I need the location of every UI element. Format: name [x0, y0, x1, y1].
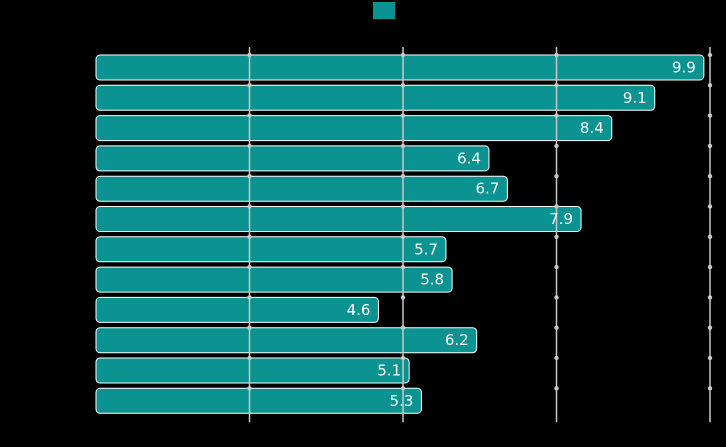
bar-value-label-9: 6.2	[445, 331, 469, 349]
grid-dot-3-2	[707, 113, 713, 118]
grid-dot-2-9	[554, 325, 559, 330]
grid-dot-0-4	[247, 174, 252, 179]
bar-value-label-11: 5.3	[390, 392, 414, 410]
grid-dot-3-6	[707, 234, 713, 239]
bar-7	[95, 266, 453, 293]
bar-0	[95, 54, 705, 81]
bar-4	[95, 175, 508, 202]
grid-dot-3-7	[707, 264, 713, 270]
grid-dot-2-3	[554, 143, 559, 149]
grid-dot-3-3	[707, 143, 713, 149]
data-labels: 9.9 9.1 8.4 6.4 6.7 7.9 5.7 5.8 4.6 6.2 5.1 5.3	[347, 59, 696, 410]
grid-dot-0-2	[247, 113, 252, 118]
grid-dot-1-8	[400, 295, 406, 300]
bar-value-label-5: 7.9	[549, 210, 573, 228]
grid-dot-0-1	[247, 83, 252, 88]
bar-value-label-3: 6.4	[457, 149, 481, 167]
bar-value-label-8: 4.6	[347, 301, 371, 319]
grid-lines	[247, 47, 713, 423]
grid-dot-2-1	[554, 83, 559, 88]
grid-dot-1-6	[400, 234, 406, 239]
grid-dot-2-5	[554, 204, 559, 209]
grid-dot-2-4	[554, 174, 559, 179]
grid-dot-0-7	[247, 264, 252, 270]
grid-dot-1-3	[400, 143, 406, 149]
grid-dot-3-10	[707, 355, 713, 361]
legend	[373, 2, 395, 19]
grid-dot-0-11	[247, 386, 252, 391]
grid-dot-3-8	[707, 295, 713, 300]
grid-dot-3-1	[707, 83, 713, 88]
grid-dot-1-5	[400, 204, 406, 209]
grid-dot-0-6	[247, 234, 252, 239]
bar-3	[95, 145, 490, 172]
bar-9	[95, 327, 478, 354]
grid-dot-1-7	[400, 264, 406, 270]
bar-value-label-2: 8.4	[580, 119, 604, 137]
grid-dot-0-0	[247, 52, 252, 58]
grid-dot-0-5	[247, 204, 252, 209]
grid-dot-2-7	[554, 264, 559, 270]
grid-dot-3-9	[707, 325, 713, 330]
grid-dot-3-0	[707, 52, 713, 58]
legend-swatch	[373, 2, 395, 19]
grid-dot-1-0	[400, 52, 406, 58]
grid-dot-3-11	[707, 386, 713, 391]
grid-dot-3-4	[707, 174, 713, 179]
grid-dot-1-9	[400, 325, 406, 330]
grid-dot-2-11	[554, 386, 559, 391]
bar-11	[95, 387, 422, 414]
grid-dot-0-9	[247, 325, 252, 330]
grid-dot-1-2	[400, 113, 406, 118]
grid-dot-0-10	[247, 355, 252, 361]
bar-1	[95, 84, 656, 111]
bar-2	[95, 115, 613, 142]
bar-10	[95, 357, 410, 384]
grid-dot-2-10	[554, 355, 559, 361]
bar-5	[95, 206, 582, 232]
grid-dot-1-10	[400, 355, 406, 361]
grid-dot-1-11	[400, 386, 406, 391]
bar-6	[95, 236, 447, 263]
bar-value-label-7: 5.8	[420, 271, 444, 289]
bar-value-label-4: 6.7	[476, 180, 500, 198]
grid-dot-2-2	[554, 113, 559, 118]
grid-dot-0-8	[247, 295, 252, 300]
grid-dot-2-0	[554, 52, 559, 58]
bar-8	[95, 296, 379, 323]
bar-value-label-10: 5.1	[377, 362, 401, 380]
bar-value-label-1: 9.1	[623, 89, 647, 107]
grid-dot-0-3	[247, 143, 252, 149]
grid-dot-1-4	[400, 174, 406, 179]
grid-dot-2-6	[554, 234, 559, 239]
bar-value-label-0: 9.9	[672, 59, 696, 77]
bars	[95, 54, 705, 414]
grid-dot-2-8	[554, 295, 559, 300]
bar-value-label-6: 5.7	[414, 240, 438, 258]
grid-dot-3-5	[707, 204, 713, 209]
grid-dot-1-1	[400, 83, 406, 88]
